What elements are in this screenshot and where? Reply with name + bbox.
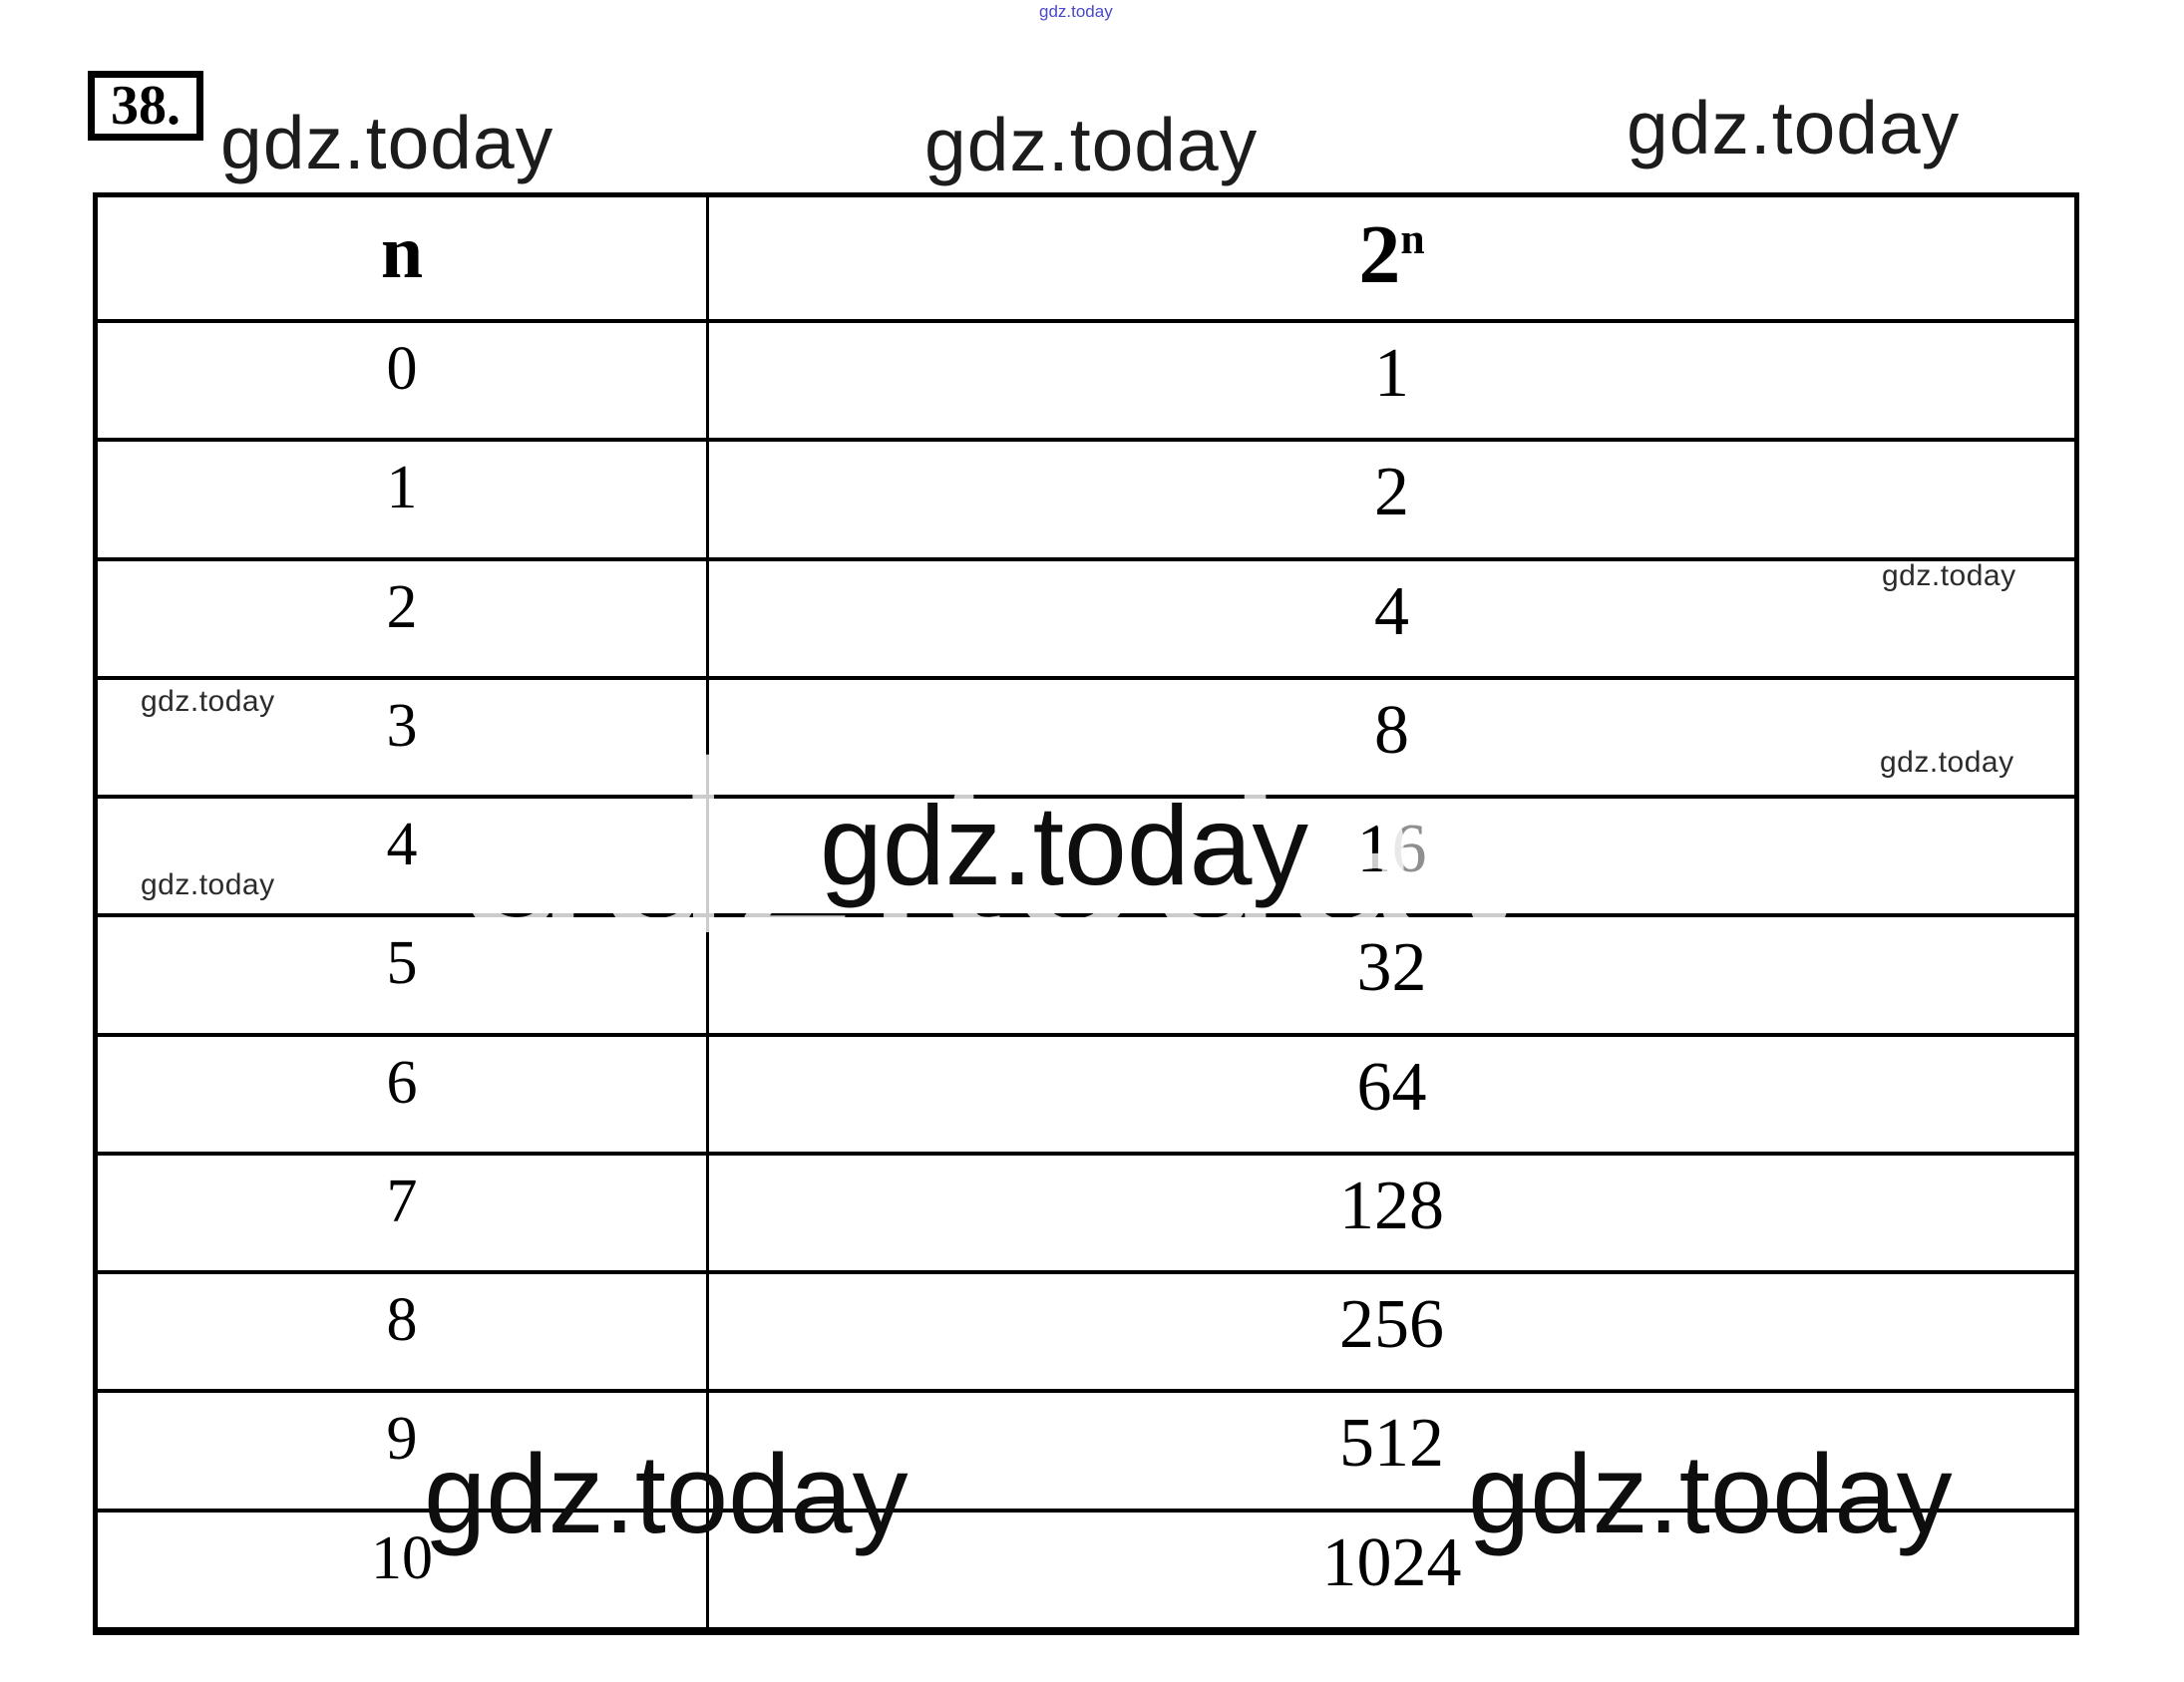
header-n: n	[98, 197, 709, 319]
header-power-base: 2	[1358, 208, 1401, 301]
cell-n: 10	[98, 1512, 709, 1627]
cell-value: 32	[1356, 929, 1427, 1007]
table-row: 8 256	[98, 1270, 2074, 1390]
watermark-top-tiny: gdz.today	[1039, 2, 1113, 21]
watermark-top-center: gdz.today	[924, 103, 1259, 186]
cell-value: 8	[1374, 691, 1409, 769]
digit-faded: 6	[1391, 811, 1427, 888]
cell-n: 7	[98, 1155, 709, 1271]
watermark-bottom-left-large: gdz.today	[424, 1432, 909, 1556]
cell-n: 3	[98, 679, 709, 796]
table-row: 9 512	[98, 1389, 2074, 1509]
cell-n: 6	[98, 1036, 709, 1152]
table-row: 2 4	[98, 556, 2074, 676]
cell-value: 16	[709, 799, 2074, 913]
cell-n: 5	[98, 917, 709, 1033]
table-row: 6 64	[98, 1032, 2074, 1152]
cell-value: 64	[1356, 1048, 1427, 1126]
watermark-row3-left: gdz.today	[141, 685, 275, 718]
cell-value: 512	[1339, 1405, 1444, 1483]
watermark-ghost-white: gdz.today	[454, 711, 1554, 985]
powers-of-two-table: n 2n 0 1 1 2 2 4 3 8 4 16 5 32 6 64 7 12…	[93, 192, 2079, 1635]
cell-value: 4	[1374, 572, 1409, 650]
watermark-top-right: gdz.today	[1627, 86, 1961, 169]
cell-value: 2	[1374, 454, 1409, 531]
problem-number: 38.	[111, 75, 181, 137]
cell-n: 8	[98, 1274, 709, 1390]
table-row: 10 1024	[98, 1508, 2074, 1627]
problem-number-badge: 38.	[88, 71, 203, 141]
cell-n: 2	[98, 560, 709, 676]
table-row: 3 8	[98, 675, 2074, 796]
watermark-row3-right: gdz.today	[1880, 746, 2014, 779]
watermark-center-large: gdz.today	[820, 783, 1309, 908]
table-row: 7 128	[98, 1151, 2074, 1271]
watermark-bottom-right-large: gdz.today	[1468, 1432, 1953, 1556]
cell-value: 1024	[1321, 1523, 1462, 1601]
watermark-row4-left: gdz.today	[141, 868, 275, 901]
cell-n: 0	[98, 323, 709, 439]
cell-n: 1	[98, 442, 709, 557]
watermark-row2-right: gdz.today	[1882, 559, 2016, 592]
table-header-row: n 2n	[98, 197, 2074, 319]
cell-value: 256	[1339, 1286, 1444, 1364]
header-power-exponent: n	[1400, 215, 1425, 263]
cell-value: 128	[1339, 1167, 1444, 1244]
table-row: 0 1	[98, 319, 2074, 439]
cell-n: 4	[98, 799, 709, 914]
cell-n: 9	[98, 1393, 709, 1509]
table-row: 1 2	[98, 438, 2074, 557]
digit-black: 1	[1356, 811, 1392, 888]
table-row: 4 16	[98, 795, 2074, 914]
table-row: 5 32	[98, 913, 2074, 1033]
watermark-top-left: gdz.today	[220, 101, 554, 184]
cell-value: 1	[1374, 335, 1409, 412]
header-2n: 2n	[709, 197, 2074, 319]
